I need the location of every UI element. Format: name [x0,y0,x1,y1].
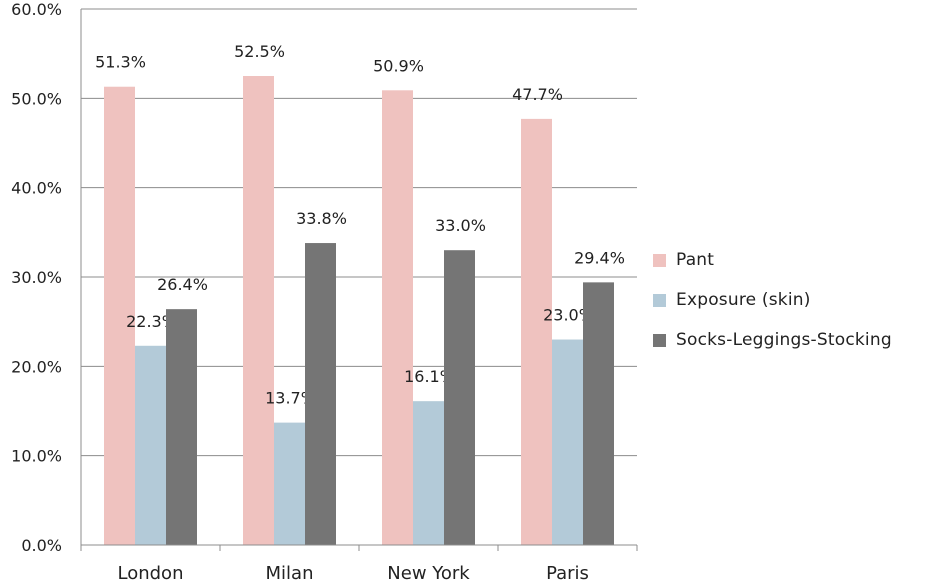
bar-pant [521,118,552,545]
bar-exposure-skin [274,422,305,545]
x-tick-label: Paris [546,563,589,581]
bar-pant [243,76,274,545]
data-label: 50.9% [373,56,424,75]
legend-label-pant: Pant [676,250,715,270]
data-label: 51.3% [95,53,146,72]
legend-item-socks-leggings-stocking: Socks-Leggings-Stocking [653,320,943,360]
data-label: 26.4% [157,275,208,294]
data-label: 13.7% [265,389,316,408]
y-tick-label: 0.0% [21,536,62,555]
legend-label-socks-leggings-stocking: Socks-Leggings-Stocking [676,330,892,350]
y-tick-label: 50.0% [11,89,62,108]
bar-socks-leggings-stocking [444,250,475,545]
bar-socks-leggings-stocking [583,282,614,545]
data-label: 22.3% [126,312,177,331]
legend-swatch-exposure-skin [653,293,666,307]
x-tick-label: Milan [266,563,314,581]
x-tick-label: London [118,563,184,581]
data-label: 33.0% [435,216,486,235]
bar-exposure-skin [135,345,166,545]
data-label: 16.1% [404,367,455,386]
bar-pant [382,90,413,545]
data-label: 33.8% [296,209,347,228]
x-tick-label: New York [387,563,470,581]
data-label: 52.5% [234,42,285,61]
y-tick-label: 60.0% [11,0,62,19]
bar-socks-leggings-stocking [305,243,336,545]
bar-socks-leggings-stocking [166,309,197,545]
legend-swatch-pant [653,253,666,267]
chart-legend: Pant Exposure (skin) Socks-Leggings-Stoc… [653,240,943,360]
legend-item-pant: Pant [653,240,943,280]
bar-exposure-skin [552,339,583,545]
legend-swatch-socks-leggings-stocking [653,333,666,347]
y-tick-label: 40.0% [11,179,62,198]
y-tick-label: 20.0% [11,357,62,376]
data-label: 23.0% [543,306,594,325]
bar-exposure-skin [413,401,444,545]
y-tick-label: 10.0% [11,447,62,466]
y-tick-label: 30.0% [11,268,62,287]
data-label: 29.4% [574,248,625,267]
legend-label-exposure-skin: Exposure (skin) [676,290,811,310]
bar-pant [104,86,135,545]
data-label: 47.7% [512,85,563,104]
legend-item-exposure-skin: Exposure (skin) [653,280,943,320]
